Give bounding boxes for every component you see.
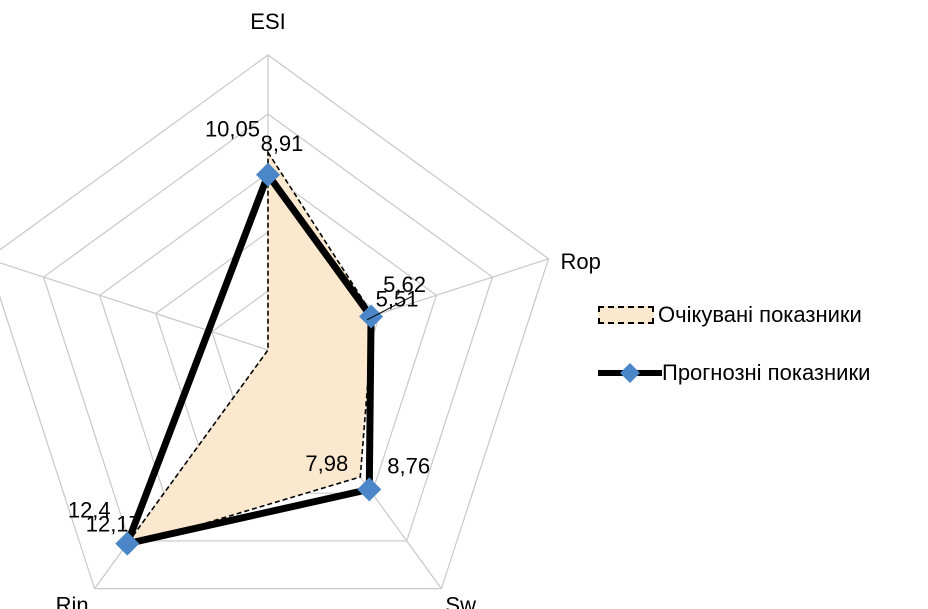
marker-forecast — [115, 531, 140, 556]
data-label-expected: 7,98 — [305, 451, 348, 476]
legend-item-forecast: Прогнозні показники — [598, 358, 923, 388]
legend-swatch-expected — [598, 306, 654, 324]
legend-label-expected: Очікувані показники — [658, 302, 862, 327]
leader-line — [366, 295, 414, 321]
data-label-expected: 12,4 — [68, 497, 111, 522]
axis-label-esi: ESI — [250, 9, 285, 34]
series-area-expected — [122, 149, 374, 549]
legend-label-forecast: Прогнозні показники — [662, 360, 871, 385]
legend-item-expected: Очікувані показники — [598, 300, 923, 330]
legend: Очікувані показники Прогнозні показники — [598, 300, 923, 416]
marker-forecast — [357, 477, 382, 502]
legend-swatch-forecast — [598, 363, 662, 383]
data-label-forecast: 8,76 — [387, 453, 430, 478]
axis-spoke — [0, 262, 269, 351]
axis-label-rop: Rop — [561, 249, 601, 274]
marker-forecast — [256, 162, 280, 187]
radar-labels: ESI Rop Sw Rin 10,05 5,62 7,98 12,4 8,91 5,51 8,76… — [56, 9, 601, 609]
axis-label-rin: Rin — [56, 593, 89, 609]
grid-ring — [0, 54, 550, 590]
data-label-forecast: 12,17 — [86, 512, 141, 537]
data-label-expected: 10,05 — [205, 116, 260, 141]
marker-forecast — [359, 304, 384, 329]
data-label-forecast: 8,91 — [261, 131, 304, 156]
axis-label-sw: Sw — [445, 593, 476, 609]
data-label-forecast: 5,51 — [376, 287, 419, 312]
data-label-expected: 5,62 — [383, 272, 426, 297]
radar-series — [115, 149, 384, 556]
grid-ring — [42, 113, 494, 542]
